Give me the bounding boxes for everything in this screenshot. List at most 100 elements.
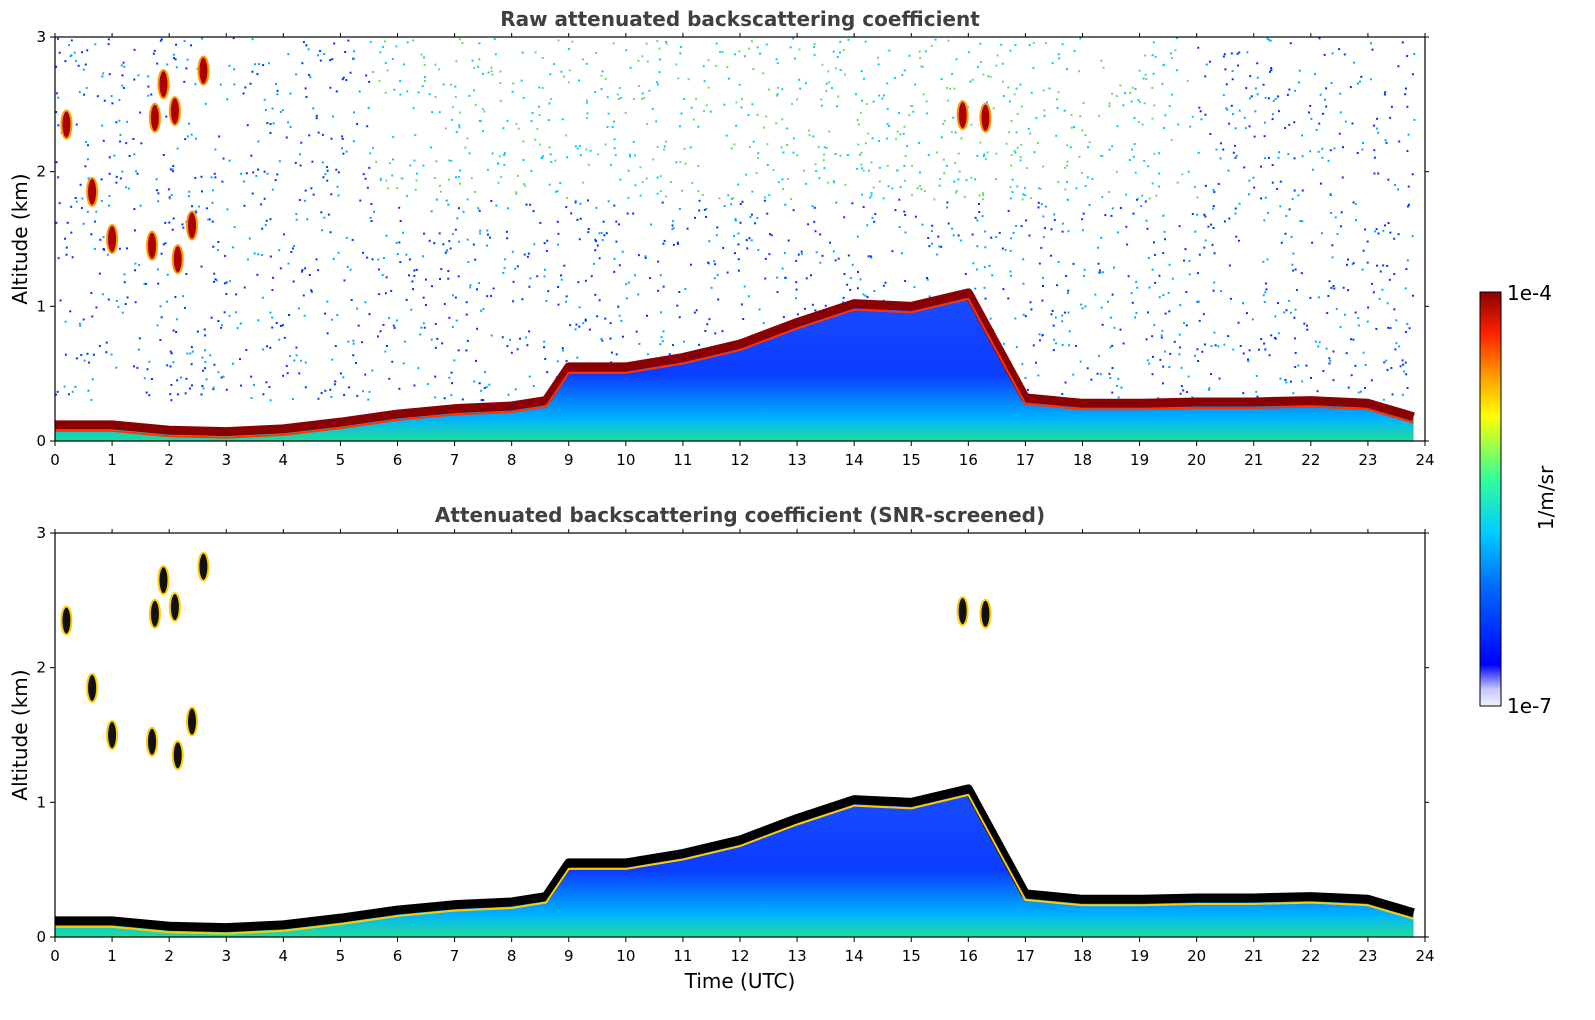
noise-pixel — [917, 141, 920, 144]
noise-pixel — [257, 168, 260, 171]
noise-pixel — [271, 326, 274, 329]
noise-pixel — [1301, 380, 1304, 383]
noise-pixel — [959, 239, 962, 242]
noise-pixel — [526, 344, 529, 347]
noise-pixel — [596, 244, 599, 247]
noise-pixel — [1028, 234, 1031, 237]
noise-pixel — [1267, 156, 1270, 159]
noise-pixel — [293, 245, 296, 248]
noise-pixel — [919, 185, 922, 188]
noise-pixel — [1404, 361, 1407, 364]
noise-pixel — [633, 274, 636, 277]
noise-pixel — [970, 123, 973, 126]
noise-pixel — [1079, 360, 1082, 363]
noise-pixel — [1125, 193, 1128, 196]
noise-pixel — [312, 193, 315, 196]
noise-pixel — [1101, 154, 1104, 157]
noise-pixel — [123, 273, 126, 276]
noise-pixel — [1146, 227, 1149, 230]
noise-pixel — [1109, 316, 1112, 319]
noise-pixel — [445, 199, 448, 202]
noise-pixel — [324, 389, 327, 392]
noise-pixel — [735, 124, 738, 127]
noise-pixel — [987, 75, 990, 78]
noise-pixel — [874, 213, 877, 216]
noise-pixel — [1262, 260, 1265, 263]
noise-pixel — [334, 345, 337, 348]
noise-pixel — [329, 388, 332, 391]
noise-pixel — [1115, 95, 1118, 98]
noise-pixel — [625, 283, 628, 286]
noise-pixel — [1204, 215, 1207, 218]
noise-pixel — [478, 58, 481, 61]
noise-pixel — [415, 172, 418, 175]
noise-pixel — [957, 178, 960, 181]
noise-pixel — [403, 340, 406, 343]
noise-pixel — [1138, 69, 1141, 72]
noise-pixel — [1111, 367, 1114, 370]
noise-pixel — [375, 160, 378, 163]
noise-pixel — [341, 135, 344, 138]
noise-pixel — [1234, 127, 1237, 130]
noise-pixel — [829, 241, 832, 244]
noise-pixel — [263, 98, 266, 101]
noise-pixel — [678, 125, 681, 128]
noise-pixel — [938, 245, 941, 248]
noise-pixel — [628, 153, 631, 156]
noise-pixel — [768, 253, 771, 256]
noise-pixel — [776, 291, 779, 294]
noise-pixel — [337, 171, 340, 174]
noise-pixel — [533, 243, 536, 246]
noise-pixel — [618, 87, 621, 90]
noise-pixel — [795, 288, 798, 291]
x-tick-label: 20 — [1187, 947, 1206, 965]
noise-pixel — [442, 243, 445, 246]
noise-pixel — [281, 324, 284, 327]
noise-pixel — [629, 155, 632, 158]
noise-pixel — [1185, 391, 1188, 394]
noise-pixel — [459, 111, 462, 114]
noise-pixel — [578, 145, 581, 148]
noise-pixel — [67, 393, 70, 396]
noise-pixel — [1101, 196, 1104, 199]
noise-pixel — [1215, 148, 1218, 151]
noise-pixel — [870, 256, 873, 259]
noise-pixel — [1340, 211, 1343, 214]
noise-pixel — [1279, 205, 1282, 208]
noise-pixel — [271, 316, 274, 319]
noise-pixel — [106, 253, 109, 256]
noise-pixel — [1339, 111, 1342, 114]
noise-pixel — [1058, 57, 1061, 60]
noise-pixel — [1081, 229, 1084, 232]
noise-pixel — [1061, 222, 1064, 225]
noise-pixel — [775, 94, 778, 97]
noise-pixel — [726, 271, 729, 274]
noise-pixel — [1265, 288, 1268, 291]
noise-pixel — [147, 94, 150, 97]
noise-pixel — [1057, 260, 1060, 263]
noise-pixel — [1025, 219, 1028, 222]
noise-pixel — [624, 111, 627, 114]
noise-pixel — [670, 181, 673, 184]
noise-pixel — [262, 393, 265, 396]
noise-pixel — [448, 159, 451, 162]
noise-pixel — [1260, 197, 1263, 200]
noise-pixel — [1016, 185, 1019, 188]
noise-pixel — [441, 342, 444, 345]
noise-pixel — [295, 346, 298, 349]
noise-pixel — [1162, 365, 1165, 368]
noise-pixel — [58, 51, 61, 54]
noise-pixel — [1160, 336, 1163, 339]
noise-pixel — [1032, 66, 1035, 69]
noise-pixel — [1262, 294, 1265, 297]
noise-pixel — [598, 299, 601, 302]
noise-pixel — [710, 286, 713, 289]
noise-pixel — [474, 103, 477, 106]
noise-pixel — [98, 345, 101, 348]
noise-pixel — [596, 315, 599, 318]
noise-pixel — [1395, 342, 1398, 345]
noise-pixel — [758, 52, 761, 55]
noise-pixel — [417, 91, 420, 94]
noise-pixel — [228, 64, 231, 67]
noise-pixel — [77, 64, 80, 67]
